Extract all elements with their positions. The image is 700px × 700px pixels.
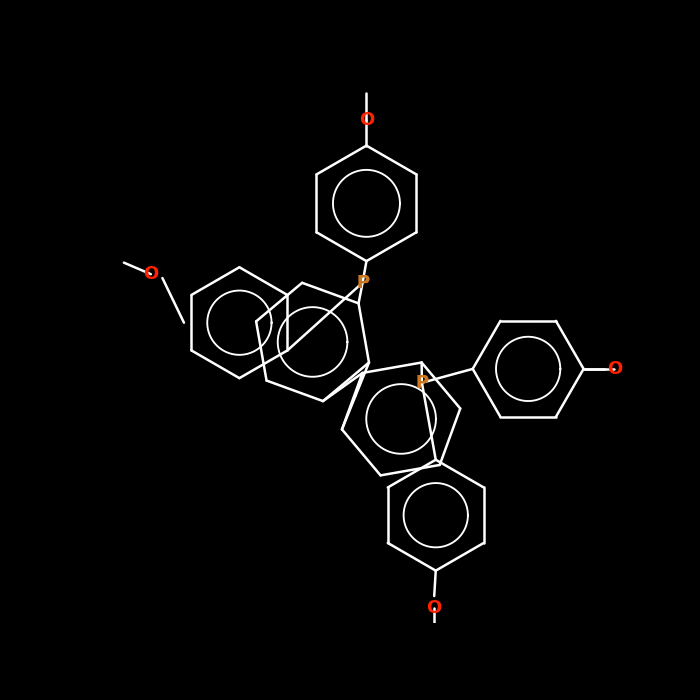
Text: P: P xyxy=(415,374,428,392)
Text: P: P xyxy=(356,274,369,292)
Text: P: P xyxy=(356,274,369,292)
Text: P: P xyxy=(415,374,428,392)
Text: O: O xyxy=(426,598,442,617)
Text: O: O xyxy=(359,111,374,130)
Text: O: O xyxy=(144,265,158,284)
Text: O: O xyxy=(607,360,622,378)
